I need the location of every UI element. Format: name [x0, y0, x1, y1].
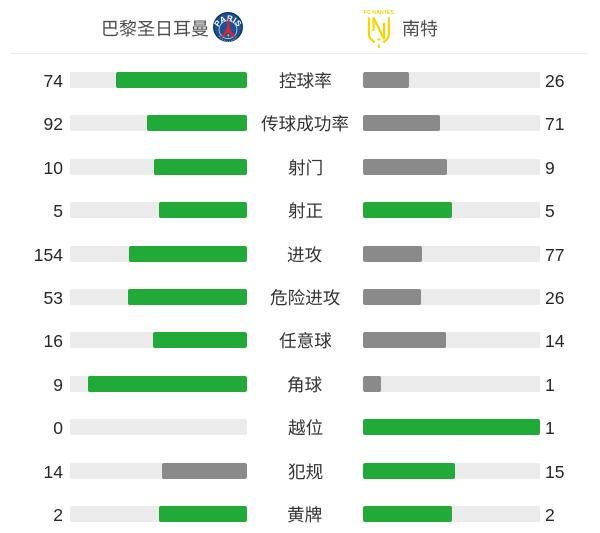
svg-text:FC NANTES: FC NANTES — [364, 10, 395, 16]
